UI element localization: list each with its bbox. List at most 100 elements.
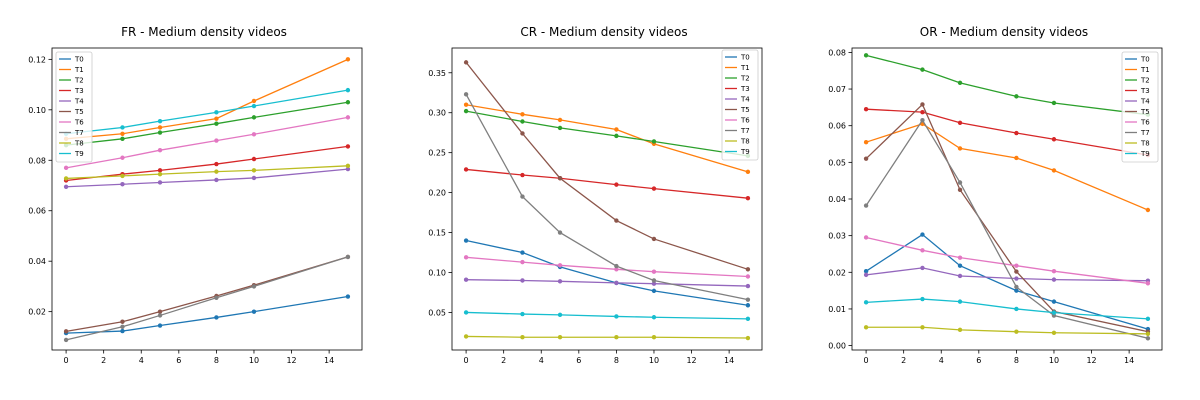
data-point-t6 (1051, 269, 1057, 274)
data-point-t9 (1051, 310, 1057, 315)
legend: T0 T1 T2 T3 T4 T5 T6 T7 T8 T9 (55, 51, 93, 163)
series-line-t2 (865, 54, 1148, 116)
data-point-t3 (214, 161, 219, 167)
data-point-t9 (1145, 316, 1151, 322)
data-point-t6 (745, 274, 751, 279)
data-point-t5 (863, 156, 869, 161)
data-point-t9 (957, 299, 963, 304)
x-tick-label: 0 (864, 356, 869, 365)
data-point-t7 (214, 295, 219, 300)
legend-label: T9 (1140, 150, 1150, 158)
data-point-t3 (614, 182, 619, 187)
x-tick-label: 12 (1086, 356, 1096, 365)
legend-label: T0 (740, 54, 750, 62)
data-point-t9 (614, 314, 619, 319)
data-point-t3 (651, 186, 657, 191)
data-point-t0 (345, 294, 351, 299)
chart-title: FR - Medium density videos (121, 25, 287, 39)
data-point-t6 (520, 259, 525, 265)
data-point-t6 (251, 132, 257, 137)
data-point-t6 (614, 267, 619, 272)
data-point-t5 (957, 187, 963, 193)
series-line-t2 (465, 110, 749, 157)
data-point-t1 (463, 102, 469, 107)
data-point-t7 (1014, 284, 1019, 290)
data-point-t1 (520, 112, 525, 117)
legend-label: T4 (1140, 98, 1150, 106)
series-line-t8 (66, 165, 348, 180)
data-point-t6 (120, 155, 125, 160)
data-point-t4 (63, 184, 69, 189)
data-point-t3 (745, 196, 751, 201)
data-point-t4 (345, 166, 351, 172)
data-point-t6 (957, 255, 963, 260)
data-point-t5 (651, 236, 657, 242)
series-line-t5 (865, 103, 1149, 333)
plot-frame (851, 47, 1163, 351)
y-tick-label: 0.05 (828, 158, 846, 167)
x-tick-label: 6 (976, 356, 981, 365)
legend-label: T4 (740, 96, 750, 104)
series-line-t3 (866, 108, 1149, 156)
legend-label: T9 (740, 148, 750, 156)
series-line-t0 (865, 233, 1149, 330)
data-point-t8 (345, 163, 351, 169)
data-point-t4 (214, 177, 219, 183)
data-point-t5 (745, 267, 751, 272)
x-tick-label: 14 (1124, 356, 1134, 365)
data-point-t4 (920, 265, 925, 271)
legend-label: T2 (74, 77, 84, 85)
data-point-t9 (863, 300, 869, 305)
data-point-t7 (614, 263, 619, 269)
data-point-t8 (957, 327, 963, 333)
y-tick-label: 0.00 (828, 342, 846, 351)
data-point-t3 (920, 109, 925, 115)
y-tick-label: 0.20 (428, 189, 446, 198)
y-tick-label: 0.30 (428, 109, 446, 118)
data-point-t5 (157, 309, 163, 314)
chart-or-svg: OR - Medium density videos 0 2 4 6 8 10 12 14 0.… (828, 25, 1163, 365)
data-point-t5 (120, 319, 125, 324)
data-point-t7 (463, 92, 469, 97)
legend-label: T8 (740, 138, 750, 146)
chart-or: OR - Medium density videos 0 2 4 6 8 10 12 14 0.… (800, 0, 1200, 400)
legend-label: T3 (740, 85, 750, 93)
data-point-t4 (251, 175, 257, 181)
data-point-t7 (63, 337, 69, 343)
series-line-t2 (66, 101, 349, 146)
data-point-t6 (920, 248, 925, 253)
legend-label: T0 (74, 56, 84, 64)
x-tick-label: 0 (64, 356, 69, 365)
legend-label: T2 (1140, 77, 1150, 85)
data-point-t3 (345, 144, 351, 149)
data-point-t1 (1051, 168, 1057, 173)
data-point-t6 (157, 147, 163, 153)
data-point-t7 (345, 254, 351, 260)
data-point-t2 (345, 100, 351, 105)
data-point-t9 (651, 315, 657, 320)
data-point-t2 (1051, 100, 1057, 106)
y-tick-label: 0.07 (828, 85, 846, 94)
data-point-t8 (251, 168, 257, 173)
data-point-t0 (463, 238, 469, 243)
data-point-t7 (120, 324, 125, 329)
x-tick-label: 2 (501, 356, 506, 365)
data-point-t4 (120, 182, 125, 187)
data-point-t6 (863, 235, 869, 240)
x-tick-label: 6 (176, 356, 181, 365)
data-point-t5 (920, 102, 925, 107)
data-point-t2 (251, 115, 257, 120)
data-point-t1 (157, 125, 163, 130)
data-point-t3 (863, 107, 869, 112)
data-point-t7 (920, 118, 925, 123)
data-point-t7 (251, 284, 257, 289)
series-line-t9 (866, 298, 1148, 320)
x-tick-label: 14 (324, 356, 334, 365)
y-tick-label: 0.12 (28, 55, 46, 64)
y-tick-label: 0.01 (828, 305, 846, 314)
data-point-t2 (520, 119, 525, 124)
series-line-t5 (65, 256, 349, 332)
legend-label: T7 (1140, 129, 1150, 137)
data-point-t6 (1145, 281, 1151, 286)
data-point-t9 (214, 110, 219, 115)
